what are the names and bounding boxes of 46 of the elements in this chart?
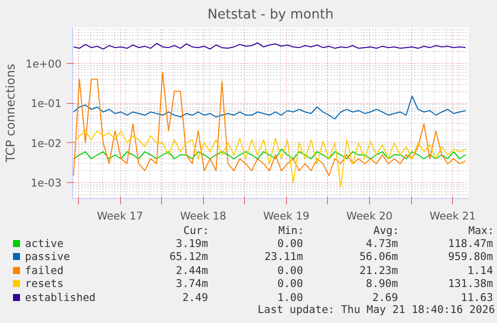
text: 1.00 bbox=[276, 290, 304, 304]
line-series bbox=[72, 72, 466, 176]
text: 8.90m bbox=[364, 277, 399, 290]
line-series bbox=[72, 42, 466, 50]
text: 4.73m bbox=[364, 236, 399, 250]
legend-label: established bbox=[24, 290, 97, 304]
text: 0.00 bbox=[276, 277, 304, 290]
text: 959.80m bbox=[447, 250, 494, 264]
legend-label: resets bbox=[24, 277, 64, 290]
line-series bbox=[72, 96, 466, 120]
y-tick-label: 1e-01 bbox=[30, 97, 62, 110]
text: 56.06m bbox=[358, 250, 399, 264]
chart-title: Netstat - by month bbox=[207, 8, 334, 22]
legend-label: failed bbox=[24, 264, 64, 277]
text: 131.38m bbox=[447, 277, 494, 290]
text: 2.44m bbox=[174, 264, 209, 277]
x-tick-label: Week 17 bbox=[96, 210, 144, 222]
text: 118.47m bbox=[447, 236, 494, 250]
text: 0.00 bbox=[276, 264, 304, 277]
x-tick-label: Week 21 bbox=[430, 210, 476, 222]
text: 21.23m bbox=[358, 264, 399, 277]
text: Max: bbox=[467, 224, 494, 237]
text: Last update: Thu May 21 18:40:16 2026 bbox=[256, 303, 495, 316]
text: 3.74m bbox=[174, 277, 209, 290]
legend-label: active bbox=[24, 236, 64, 250]
text: Avg: bbox=[372, 224, 399, 237]
line-series bbox=[72, 130, 466, 188]
text: 65.12m bbox=[168, 250, 209, 264]
text: 3.19m bbox=[174, 236, 209, 250]
text: 11.63 bbox=[460, 290, 494, 304]
text: 2.49 bbox=[181, 290, 209, 304]
text: 0.00 bbox=[276, 236, 304, 250]
x-tick-label: Week 20 bbox=[346, 210, 393, 222]
y-tick-label: 1e-02 bbox=[30, 136, 62, 150]
legend-label: passive bbox=[24, 250, 71, 264]
line-series bbox=[72, 148, 466, 160]
x-tick-label: Week 18 bbox=[180, 210, 226, 222]
text: 1.14 bbox=[466, 264, 494, 277]
text: Min: bbox=[277, 224, 304, 237]
text: 2.69 bbox=[371, 290, 399, 304]
y-tick-label: 1e+00 bbox=[26, 57, 62, 70]
x-tick-label: Week 19 bbox=[263, 210, 310, 222]
y-axis-title: TCP connections bbox=[4, 64, 18, 164]
y-tick-label: 1e-03 bbox=[30, 176, 62, 190]
text: Cur: bbox=[182, 224, 209, 237]
text: 23.11m bbox=[264, 250, 304, 264]
